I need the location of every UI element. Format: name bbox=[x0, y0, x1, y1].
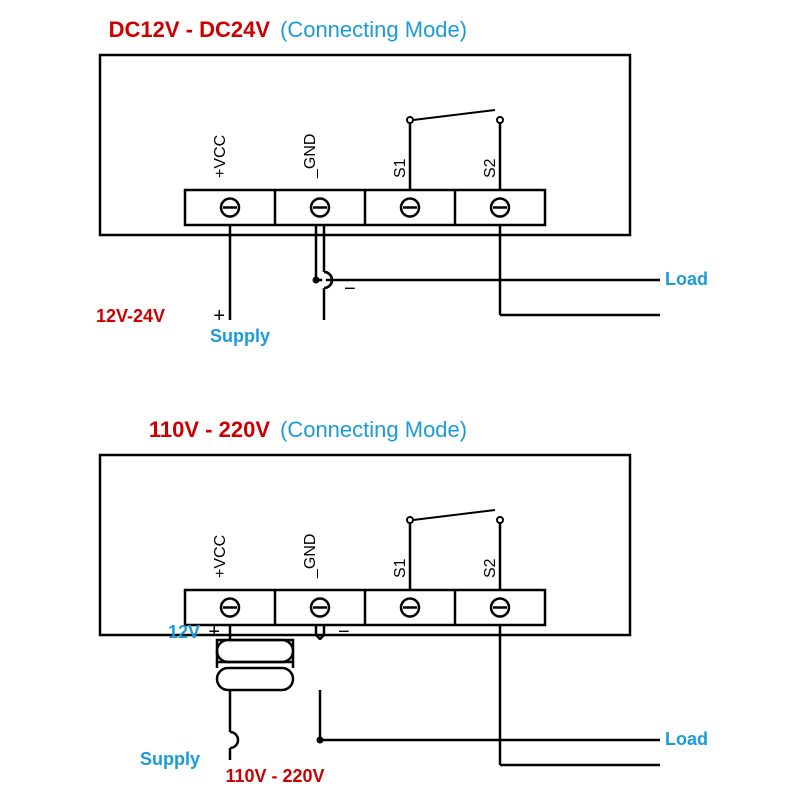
title-mode: (Connecting Mode) bbox=[280, 417, 467, 442]
title-voltage: DC12V - DC24V bbox=[109, 17, 271, 42]
supply-label: Supply bbox=[210, 326, 270, 346]
terminal-label: S1 bbox=[392, 158, 409, 178]
svg-text:+: + bbox=[208, 621, 220, 643]
svg-text:−: − bbox=[338, 621, 350, 643]
supply-voltage-label: 110V - 220V bbox=[225, 766, 324, 786]
terminal-label: _GND bbox=[302, 534, 319, 579]
title-voltage: 110V - 220V bbox=[149, 417, 270, 442]
terminal-label: +VCC bbox=[212, 535, 229, 578]
terminal-label: _GND bbox=[302, 134, 319, 179]
terminal-label: S2 bbox=[482, 558, 499, 578]
title-mode: (Connecting Mode) bbox=[280, 17, 467, 42]
load-label: Load bbox=[665, 729, 708, 749]
svg-text:+: + bbox=[213, 305, 225, 327]
load-label: Load bbox=[665, 269, 708, 289]
supply-12v-label: 12V bbox=[168, 622, 200, 642]
diagram-ac: 110V - 220V (Connecting Mode) +VCC _GND S1 S2… bbox=[100, 417, 708, 786]
supply-voltage-label: 12V-24V bbox=[96, 306, 165, 326]
diagram-dc: DC12V - DC24V (Connecting Mode) +VCC _GND S1… bbox=[96, 17, 708, 346]
supply-label: Supply bbox=[140, 749, 200, 769]
svg-text:−: − bbox=[344, 278, 356, 300]
terminal-label: S1 bbox=[392, 558, 409, 578]
terminal-label: S2 bbox=[482, 158, 499, 178]
terminal-label: +VCC bbox=[212, 135, 229, 178]
wiring-diagram-canvas: DC12V - DC24V (Connecting Mode) +VCC _GND S1… bbox=[0, 0, 800, 800]
